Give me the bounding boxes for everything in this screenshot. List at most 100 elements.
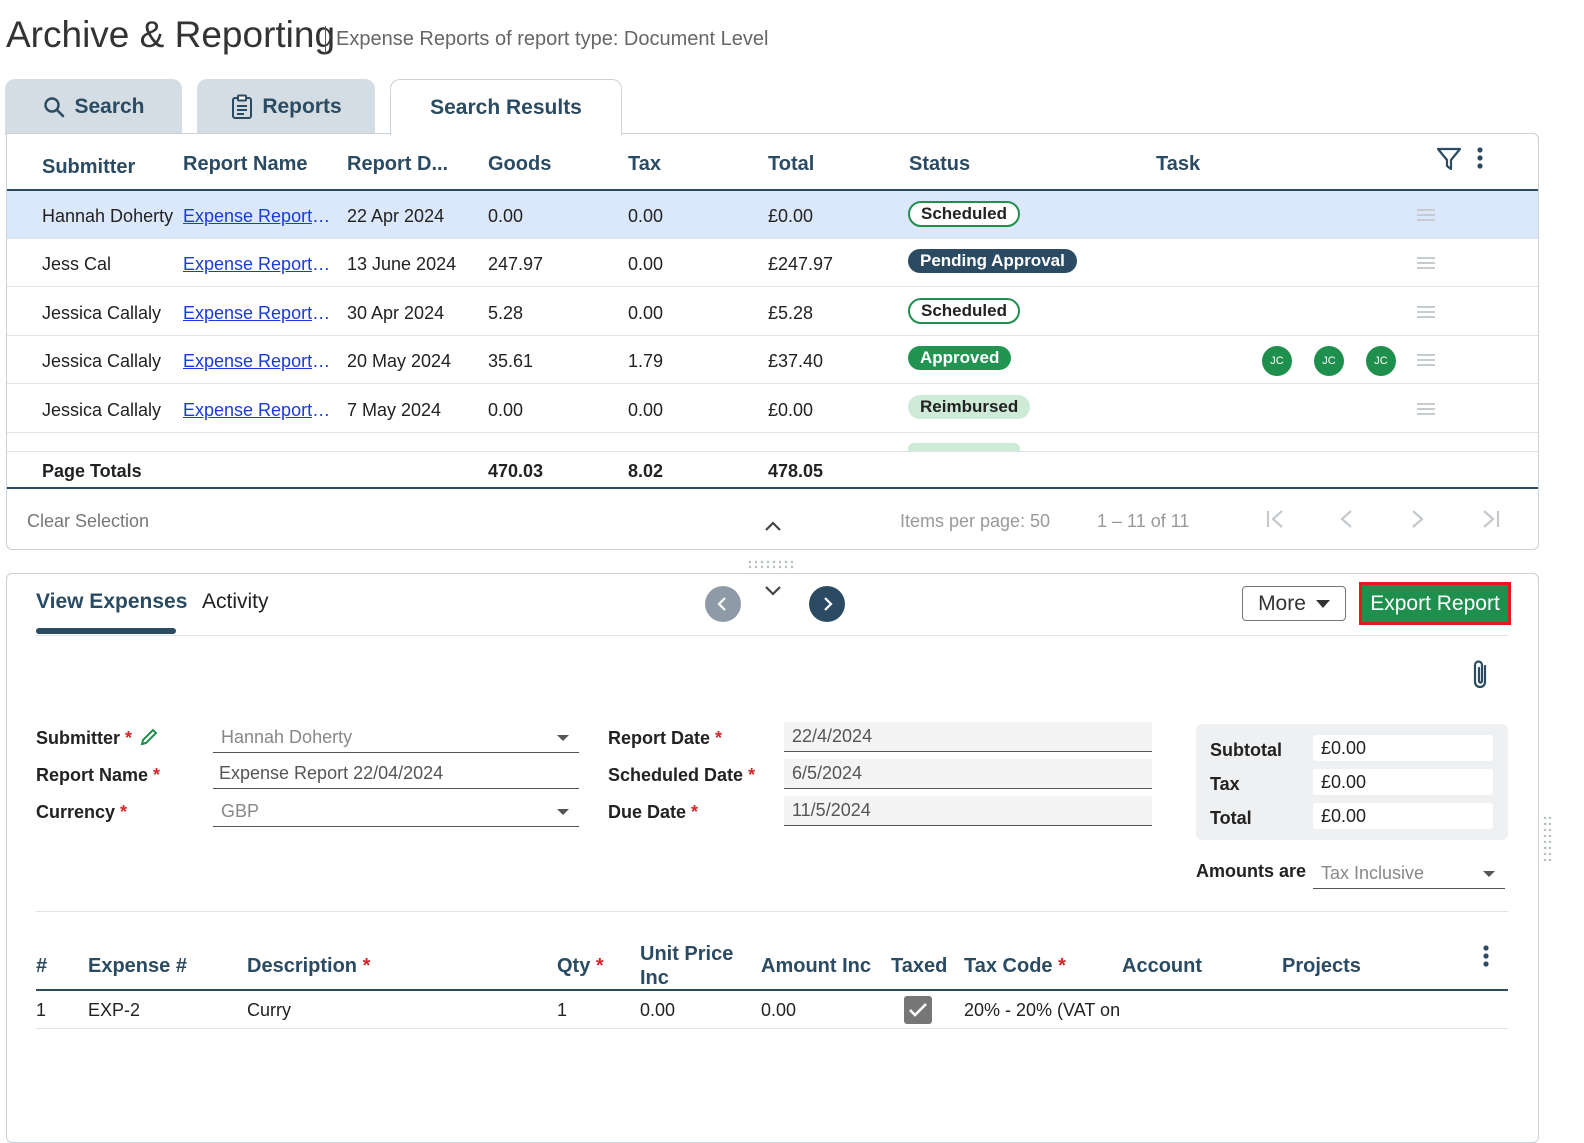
paperclip-icon[interactable] — [1469, 658, 1493, 697]
column-header-submitter[interactable]: Submitter — [42, 156, 136, 178]
column-header-status[interactable]: Status — [909, 153, 971, 175]
clear-selection-button[interactable]: Clear Selection — [27, 511, 150, 531]
chevron-up-icon[interactable] — [763, 519, 783, 538]
table-row[interactable] — [7, 288, 1538, 336]
more-vert-icon[interactable] — [1473, 146, 1487, 177]
expense-column-amount-inc[interactable]: Amount Inc — [761, 955, 871, 977]
active-tab-indicator — [36, 628, 176, 634]
row-goods: 247.97 — [488, 254, 544, 274]
column-header-goods[interactable]: Goods — [488, 153, 552, 175]
report-name-link[interactable]: Expense Report 1... — [183, 254, 335, 274]
first-page-icon[interactable] — [1264, 508, 1288, 535]
task-avatar[interactable]: JC — [1262, 346, 1292, 376]
expense-column-description[interactable]: Description * — [247, 955, 371, 977]
previous-page-icon[interactable] — [1336, 508, 1358, 535]
expense-column-taxed[interactable]: Taxed — [891, 955, 948, 977]
previous-report-button[interactable] — [705, 586, 741, 622]
report-name-input[interactable]: Expense Report 22/04/2024 — [213, 759, 579, 789]
tab-search-results-label: Search Results — [430, 95, 582, 119]
row-menu-icon[interactable] — [1417, 303, 1435, 321]
amounts-are-value: Tax Inclusive — [1321, 863, 1425, 883]
tab-search-results[interactable]: Search Results — [390, 79, 622, 135]
due-date-value: 11/5/2024 — [792, 800, 871, 820]
row-goods: 0.00 — [488, 206, 524, 226]
tab-reports[interactable]: Reports — [197, 79, 375, 135]
tab-view-expenses[interactable]: View Expenses — [36, 590, 188, 613]
table-row[interactable] — [7, 385, 1538, 433]
caret-down-icon — [1483, 871, 1495, 877]
column-header-report-date[interactable]: Report D... — [347, 153, 449, 175]
tab-search[interactable]: Search — [5, 79, 182, 135]
row-menu-icon[interactable] — [1417, 254, 1435, 272]
table-row[interactable] — [36, 991, 1508, 1029]
items-per-page-select[interactable]: 50 — [1030, 511, 1051, 531]
report-name-link[interactable]: Expense Report 0... — [183, 400, 335, 420]
more-dropdown-button[interactable]: More — [1242, 586, 1346, 621]
last-page-icon[interactable] — [1478, 508, 1502, 535]
due-date-input[interactable]: 11/5/2024 — [784, 796, 1152, 826]
row-submitter: Jessica Callaly — [42, 351, 162, 371]
submitter-value: Hannah Doherty — [221, 727, 353, 747]
side-resize-handle-icon[interactable] — [1543, 816, 1553, 869]
tab-activity[interactable]: Activity — [202, 590, 269, 613]
expense-column-projects[interactable]: Projects — [1282, 955, 1361, 977]
report-name-link[interactable]: Expense Report 3... — [183, 303, 335, 323]
expense-row-tax-code[interactable]: 20% - 20% (VAT on — [964, 1000, 1121, 1020]
row-date: 22 Apr 2024 — [347, 206, 445, 226]
task-avatar[interactable]: JC — [1366, 346, 1396, 376]
expense-column-qty[interactable]: Qty * — [557, 955, 604, 977]
report-date-value: 22/4/2024 — [792, 726, 873, 746]
expense-column-expense-number[interactable]: Expense # — [88, 955, 187, 977]
taxed-checkbox[interactable] — [904, 996, 932, 1024]
expense-row-qty[interactable]: 1 — [557, 1000, 568, 1020]
expense-column-unit-price[interactable]: Unit Price Inc — [640, 943, 734, 989]
row-submitter: Jess Cal — [42, 254, 112, 274]
row-menu-icon[interactable] — [1417, 351, 1435, 369]
row-tax: 0.00 — [628, 254, 664, 274]
detail-panel — [6, 573, 1539, 1143]
subtotal-value: £0.00 — [1313, 735, 1493, 761]
row-total: £5.28 — [768, 303, 814, 323]
column-header-total[interactable]: Total — [768, 153, 815, 175]
row-menu-icon[interactable] — [1417, 206, 1435, 224]
row-date: 13 June 2024 — [347, 254, 457, 274]
table-row[interactable] — [7, 336, 1538, 384]
filter-icon[interactable] — [1436, 146, 1462, 177]
expense-row-description[interactable]: Curry — [247, 1000, 291, 1020]
column-header-task[interactable]: Task — [1156, 153, 1201, 175]
pencil-icon[interactable] — [138, 726, 160, 753]
report-name-link[interactable]: Expense Report 2... — [183, 351, 335, 371]
row-total: £247.97 — [768, 254, 834, 274]
row-menu-icon[interactable] — [1417, 400, 1435, 418]
next-page-icon[interactable] — [1406, 508, 1428, 535]
tab-reports-label: Reports — [262, 95, 342, 118]
more-vert-icon[interactable] — [1479, 944, 1493, 975]
report-date-input[interactable]: 22/4/2024 — [784, 722, 1152, 752]
expense-column-tax-code[interactable]: Tax Code * — [964, 955, 1066, 977]
column-header-report-name[interactable]: Report Name — [183, 153, 308, 175]
submitter-select[interactable]: Hannah Doherty — [213, 723, 579, 753]
chevron-down-icon[interactable] — [763, 584, 783, 603]
tax-label: Tax — [1210, 774, 1240, 794]
expense-column-number[interactable]: # — [36, 955, 48, 977]
total-value: £0.00 — [1313, 803, 1493, 829]
task-avatar[interactable]: JC — [1314, 346, 1344, 376]
expense-header-divider — [36, 989, 1508, 991]
column-header-tax[interactable]: Tax — [628, 153, 661, 175]
report-name-link[interactable]: Expense Report 2... — [183, 206, 335, 226]
export-report-button[interactable]: Export Report — [1359, 582, 1511, 625]
table-row[interactable] — [7, 191, 1538, 239]
expense-column-account[interactable]: Account — [1122, 955, 1202, 977]
status-badge: Reimbursed — [908, 395, 1031, 419]
table-row[interactable] — [7, 239, 1538, 287]
scheduled-date-input[interactable]: 6/5/2024 — [784, 759, 1152, 789]
next-report-button[interactable] — [809, 586, 845, 622]
drag-handle-icon[interactable] — [748, 557, 796, 575]
currency-select[interactable]: GBP — [213, 797, 579, 827]
amounts-are-select[interactable]: Tax Inclusive — [1313, 859, 1505, 889]
expense-row-expense-number: EXP-2 — [88, 1000, 141, 1020]
expense-row-amount-inc: 0.00 — [761, 1000, 797, 1020]
expense-row-unit-price[interactable]: 0.00 — [640, 1000, 676, 1020]
row-total: £37.40 — [768, 351, 824, 371]
submitter-label: Submitter * — [36, 728, 133, 748]
